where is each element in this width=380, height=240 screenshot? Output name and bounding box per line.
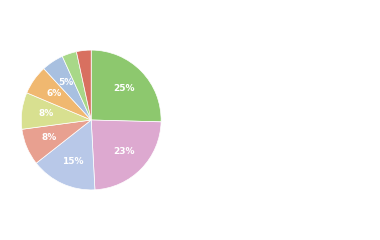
Wedge shape — [76, 50, 91, 120]
Text: 23%: 23% — [113, 147, 135, 156]
Wedge shape — [44, 56, 91, 120]
Text: 8%: 8% — [38, 109, 54, 119]
Text: 8%: 8% — [42, 133, 57, 142]
Wedge shape — [27, 69, 91, 120]
Wedge shape — [91, 50, 161, 122]
Wedge shape — [62, 52, 91, 120]
Text: 6%: 6% — [46, 89, 62, 98]
Wedge shape — [22, 120, 91, 163]
Text: 5%: 5% — [59, 78, 74, 87]
Wedge shape — [91, 120, 161, 190]
Wedge shape — [36, 120, 95, 190]
Text: 25%: 25% — [113, 84, 135, 93]
Text: 15%: 15% — [62, 157, 83, 166]
Wedge shape — [21, 93, 91, 129]
Legend: Mined from GenBank, NCBI [15], Universiti Sains Malaysia [14], Centre for Biodiv: Mined from GenBank, NCBI [15], Universit… — [183, 42, 356, 198]
